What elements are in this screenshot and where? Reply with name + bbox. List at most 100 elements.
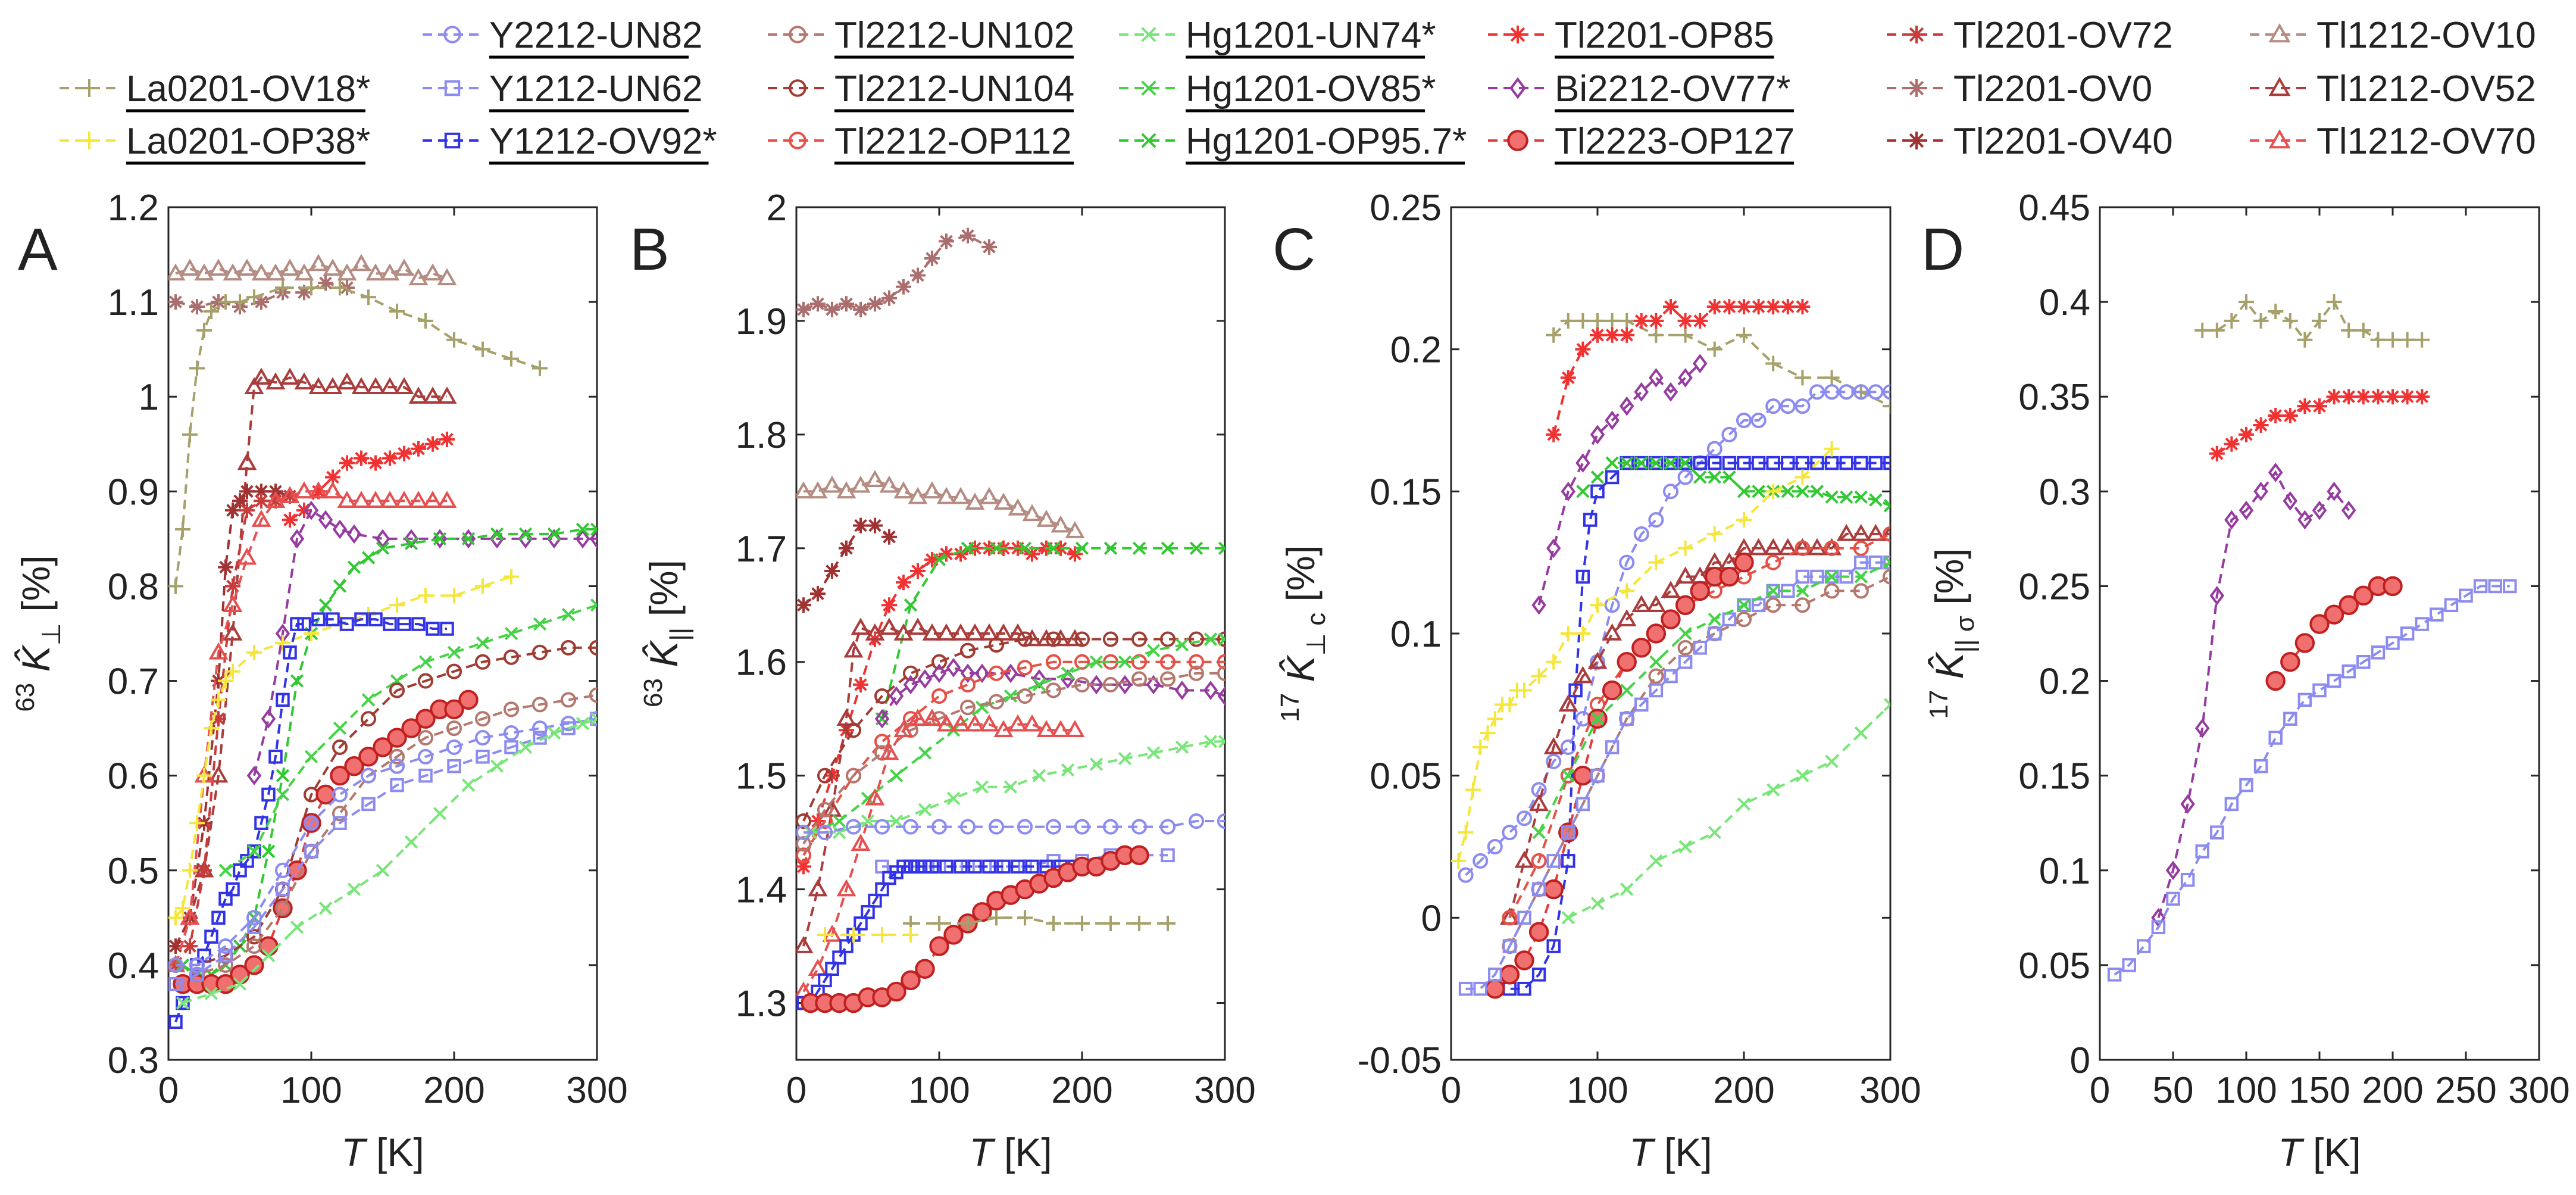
data-point: [411, 441, 426, 457]
legend-label: Tl2212-UN104: [834, 68, 1074, 110]
data-point: [1795, 540, 1811, 556]
data-point: [246, 644, 262, 660]
y-tick-label: 0.8: [108, 566, 159, 607]
data-point: [1146, 675, 1161, 695]
data-point: [1516, 810, 1533, 826]
series-Tl2223-OP127: [2265, 576, 2403, 691]
data-point: [988, 694, 1005, 710]
data-point: [1810, 455, 1824, 470]
data-point: [1836, 523, 1856, 541]
data-point: [168, 578, 183, 594]
data-point: [918, 746, 932, 760]
data-point: [389, 758, 405, 774]
data-point: [196, 862, 212, 878]
data-point: [223, 263, 243, 281]
data-point: [796, 597, 811, 613]
legend-label: Y1212-OV92*: [489, 121, 717, 162]
data-point: [1188, 631, 1205, 647]
series-Tl2223-OP127: [801, 845, 1149, 1013]
data-point: [2224, 510, 2239, 530]
data-point: [2265, 670, 2286, 691]
data-point: [1605, 456, 1619, 470]
data-point: [361, 551, 376, 564]
y-tick-label: 1.6: [736, 642, 787, 684]
data-point: [1869, 493, 1883, 507]
data-point: [2488, 579, 2502, 594]
legend-marker: [443, 26, 461, 43]
series-Tl1212-OV10: [168, 254, 457, 286]
data-point: [1617, 652, 1637, 672]
data-point: [1017, 910, 1033, 926]
data-point: [365, 263, 386, 281]
data-point: [1046, 915, 1061, 931]
data-point: [1561, 481, 1576, 501]
x-tick-label: 100: [280, 1070, 342, 1111]
data-point: [261, 787, 276, 802]
data-point: [908, 486, 928, 504]
data-point: [1840, 490, 1853, 504]
data-point: [1839, 455, 1853, 470]
data-point: [1780, 398, 1796, 414]
data-point: [1188, 654, 1205, 670]
data-point: [1024, 546, 1040, 562]
legend-marker: [1509, 26, 1527, 43]
data-point: [818, 973, 832, 988]
series-line: [176, 717, 597, 966]
series-Y1212-UN62: [168, 712, 597, 991]
data-point: [294, 372, 314, 390]
data-point: [1008, 714, 1028, 732]
data-point: [326, 612, 340, 626]
data-point: [354, 450, 369, 466]
data-point: [323, 258, 343, 276]
data-point: [590, 598, 597, 612]
legend-label: Tl1212-OV10: [2316, 15, 2536, 56]
series-line: [176, 646, 597, 966]
series-line: [1465, 391, 1890, 876]
series-Tl2201-OP85: [1546, 299, 1811, 442]
data-point: [959, 676, 976, 692]
data-point: [1706, 299, 1722, 315]
data-point: [917, 669, 933, 689]
data-point: [504, 740, 518, 754]
data-point: [1074, 631, 1090, 647]
data-point: [168, 957, 184, 973]
data-point: [1051, 720, 1071, 738]
data-point: [2399, 332, 2415, 348]
data-point: [904, 859, 918, 874]
data-point: [590, 522, 597, 536]
data-point: [1766, 584, 1780, 598]
data-point: [440, 622, 454, 636]
data-point: [247, 844, 261, 859]
data-point: [1868, 384, 1884, 400]
data-point: [874, 819, 890, 835]
data-point: [289, 529, 305, 549]
data-point: [1605, 410, 1620, 430]
data-point: [411, 617, 426, 631]
data-point: [961, 541, 975, 555]
data-point: [168, 976, 183, 991]
data-point: [879, 617, 899, 635]
legend-label: Hg1201-OP95.7*: [1186, 121, 1467, 162]
data-point: [1883, 555, 1890, 570]
data-point: [918, 859, 932, 874]
y-tick-label: 0.4: [108, 946, 159, 987]
legend-item-Y2212-UN82: Y2212-UN82: [423, 15, 702, 59]
data-point: [1602, 680, 1622, 701]
data-point: [1765, 299, 1781, 315]
data-point: [1882, 526, 1890, 542]
data-point: [988, 637, 1005, 653]
data-point: [1750, 299, 1767, 315]
data-point: [330, 765, 350, 786]
data-point: [503, 725, 520, 741]
data-point: [1634, 456, 1648, 470]
series-line: [253, 508, 597, 776]
data-point: [347, 882, 361, 896]
data-point: [2339, 595, 2359, 615]
data-point: [1560, 739, 1576, 755]
data-point: [1188, 665, 1205, 681]
series-Bi2212-OV77: [2151, 463, 2356, 928]
data-point: [1795, 299, 1811, 315]
x-tick-label: 100: [908, 1070, 970, 1111]
legend-item-Tl1212-OV10: Tl1212-OV10: [2250, 15, 2536, 56]
